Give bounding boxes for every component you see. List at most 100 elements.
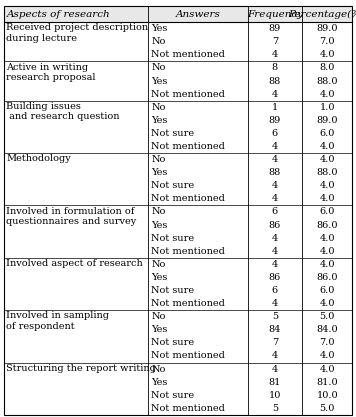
Text: Not mentioned: Not mentioned — [151, 90, 225, 98]
Text: Yes: Yes — [151, 221, 168, 229]
Text: 4: 4 — [272, 142, 278, 151]
Text: 86.0: 86.0 — [316, 221, 338, 229]
Text: Not sure: Not sure — [151, 234, 194, 243]
Text: 81.0: 81.0 — [316, 378, 338, 387]
Text: 4: 4 — [272, 234, 278, 243]
Text: 86: 86 — [269, 273, 281, 282]
Text: 84.0: 84.0 — [316, 325, 338, 334]
Text: Not mentioned: Not mentioned — [151, 404, 225, 413]
Text: No: No — [151, 364, 166, 374]
Text: 7.0: 7.0 — [319, 339, 335, 347]
Text: Yes: Yes — [151, 273, 168, 282]
Text: 88: 88 — [269, 77, 281, 85]
Text: 6: 6 — [272, 129, 278, 138]
Text: 89.0: 89.0 — [316, 24, 338, 33]
Text: 5: 5 — [272, 312, 278, 321]
Text: 4: 4 — [272, 352, 278, 360]
Text: 6.0: 6.0 — [319, 286, 335, 295]
Text: 6.0: 6.0 — [319, 208, 335, 216]
Text: 4.0: 4.0 — [319, 50, 335, 59]
Text: 4: 4 — [272, 364, 278, 374]
Text: No: No — [151, 312, 166, 321]
Text: Not mentioned: Not mentioned — [151, 50, 225, 59]
Text: 4.0: 4.0 — [319, 90, 335, 98]
Text: 7: 7 — [272, 37, 278, 46]
Text: 7: 7 — [272, 339, 278, 347]
Text: 4: 4 — [272, 247, 278, 256]
Text: Involved in formulation of
questionnaires and survey: Involved in formulation of questionnaire… — [6, 207, 136, 226]
Text: 4: 4 — [272, 155, 278, 164]
Text: 8.0: 8.0 — [319, 63, 335, 73]
Text: 86: 86 — [269, 221, 281, 229]
Text: 5.0: 5.0 — [319, 404, 335, 413]
Text: No: No — [151, 155, 166, 164]
Text: Yes: Yes — [151, 378, 168, 387]
Text: No: No — [151, 37, 166, 46]
Text: Received project description
during lecture: Received project description during lect… — [6, 23, 148, 43]
Bar — [4, 6, 352, 22]
Text: Yes: Yes — [151, 116, 168, 125]
Text: Not sure: Not sure — [151, 286, 194, 295]
Text: Methodology: Methodology — [6, 154, 71, 163]
Text: Not sure: Not sure — [151, 391, 194, 400]
Text: Involved aspect of research: Involved aspect of research — [6, 259, 143, 268]
Text: Yes: Yes — [151, 77, 168, 85]
Text: 88.0: 88.0 — [316, 77, 338, 85]
Text: No: No — [151, 208, 166, 216]
Text: Not mentioned: Not mentioned — [151, 352, 225, 360]
Text: Not mentioned: Not mentioned — [151, 194, 225, 203]
Text: Not sure: Not sure — [151, 339, 194, 347]
Text: Yes: Yes — [151, 168, 168, 177]
Text: 4.0: 4.0 — [319, 181, 335, 190]
Text: 4.0: 4.0 — [319, 352, 335, 360]
Text: 4.0: 4.0 — [319, 234, 335, 243]
Text: 4: 4 — [272, 260, 278, 269]
Text: 6: 6 — [272, 208, 278, 216]
Text: 4.0: 4.0 — [319, 155, 335, 164]
Text: 89: 89 — [269, 24, 281, 33]
Text: Not sure: Not sure — [151, 129, 194, 138]
Text: 81: 81 — [269, 378, 281, 387]
Text: 4.0: 4.0 — [319, 247, 335, 256]
Text: 84: 84 — [269, 325, 281, 334]
Text: 4: 4 — [272, 181, 278, 190]
Text: Structuring the report writing: Structuring the report writing — [6, 364, 156, 373]
Text: 4.0: 4.0 — [319, 299, 335, 308]
Text: 4.0: 4.0 — [319, 260, 335, 269]
Text: 10.0: 10.0 — [316, 391, 338, 400]
Text: 1: 1 — [272, 103, 278, 112]
Text: Percentage(%): Percentage(%) — [289, 10, 356, 19]
Text: 86.0: 86.0 — [316, 273, 338, 282]
Text: 6.0: 6.0 — [319, 129, 335, 138]
Text: 4.0: 4.0 — [319, 364, 335, 374]
Text: 88.0: 88.0 — [316, 168, 338, 177]
Text: No: No — [151, 63, 166, 73]
Text: Aspects of research: Aspects of research — [6, 10, 110, 19]
Text: 5: 5 — [272, 404, 278, 413]
Text: 4: 4 — [272, 90, 278, 98]
Text: Not mentioned: Not mentioned — [151, 142, 225, 151]
Text: Yes: Yes — [151, 325, 168, 334]
Text: Frequency: Frequency — [247, 10, 303, 19]
Text: Yes: Yes — [151, 24, 168, 33]
Text: No: No — [151, 260, 166, 269]
Text: Involved in sampling
of respondent: Involved in sampling of respondent — [6, 311, 109, 331]
Text: 10: 10 — [269, 391, 281, 400]
Text: 88: 88 — [269, 168, 281, 177]
Text: 5.0: 5.0 — [319, 312, 335, 321]
Text: Answers: Answers — [176, 10, 220, 19]
Text: Active in writing
research proposal: Active in writing research proposal — [6, 63, 95, 82]
Text: 8: 8 — [272, 63, 278, 73]
Text: 4: 4 — [272, 299, 278, 308]
Text: 6: 6 — [272, 286, 278, 295]
Text: 89: 89 — [269, 116, 281, 125]
Text: Not sure: Not sure — [151, 181, 194, 190]
Text: 89.0: 89.0 — [316, 116, 338, 125]
Text: Not mentioned: Not mentioned — [151, 299, 225, 308]
Text: 4.0: 4.0 — [319, 194, 335, 203]
Text: No: No — [151, 103, 166, 112]
Text: Not mentioned: Not mentioned — [151, 247, 225, 256]
Text: 1.0: 1.0 — [319, 103, 335, 112]
Text: Building issues
 and research question: Building issues and research question — [6, 102, 120, 121]
Text: 4: 4 — [272, 194, 278, 203]
